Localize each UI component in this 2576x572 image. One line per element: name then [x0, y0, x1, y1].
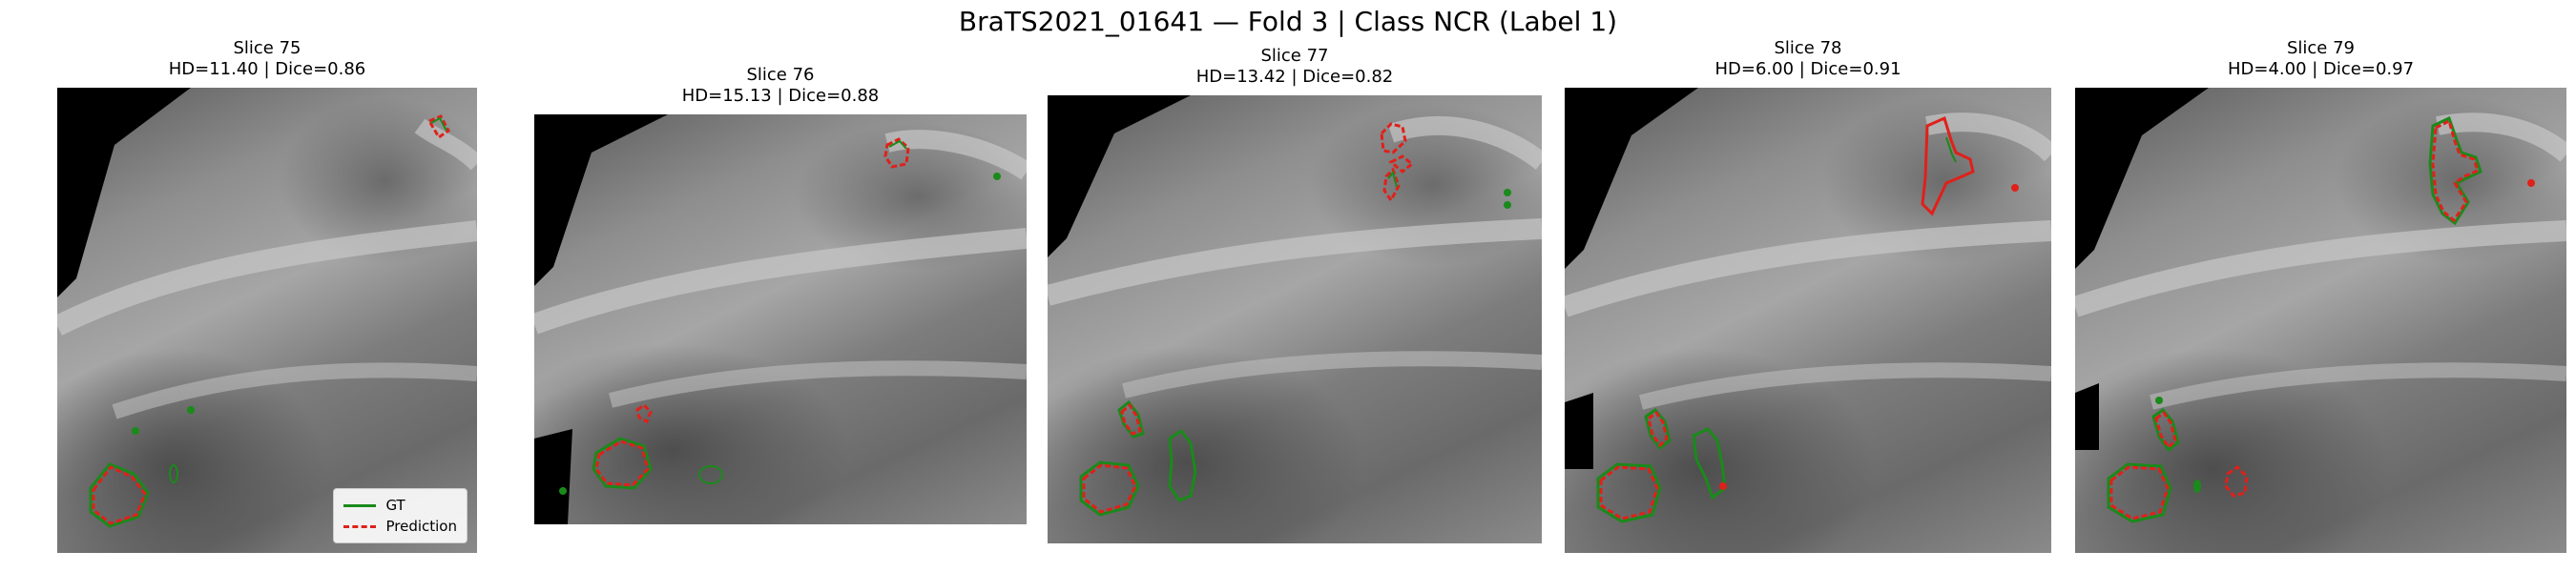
prediction-contour [635, 403, 653, 424]
metrics-label: HD=11.40 | Dice=0.86 [168, 59, 366, 79]
gt-contour [1644, 407, 1672, 451]
background-region [1565, 88, 1698, 269]
gt-contour [89, 462, 150, 528]
background-region [534, 429, 572, 524]
panel-title: Slice 79 HD=4.00 | Dice=0.97 [2075, 38, 2566, 80]
mri-image [2075, 88, 2566, 553]
legend-item-prediction: Prediction [343, 516, 457, 537]
background-region [1565, 393, 1593, 469]
gt-spot [2155, 397, 2163, 404]
background-region [57, 88, 191, 297]
prediction-contour [1921, 115, 1975, 216]
gt-contour [1079, 460, 1140, 517]
segmentation-overlay [534, 114, 1027, 524]
slice-panel-77: Slice 77 HD=13.42 | Dice=0.82 [1048, 46, 1542, 545]
prediction-contour [883, 137, 910, 169]
gt-contour [2151, 407, 2180, 453]
mri-image [534, 114, 1027, 524]
slice-label: Slice 79 [2286, 38, 2356, 58]
gt-contour [1596, 462, 1662, 523]
segmentation-overlay [2075, 88, 2566, 523]
prediction-contour [426, 114, 450, 140]
gt-spot [559, 487, 567, 495]
gt-contour [888, 139, 907, 150]
metrics-label: HD=15.13 | Dice=0.88 [681, 86, 880, 106]
slice-label: Slice 75 [233, 38, 301, 58]
panel-title: Slice 76 HD=15.13 | Dice=0.88 [534, 65, 1027, 107]
gt-contour [1168, 428, 1197, 502]
panel-title: Slice 77 HD=13.42 | Dice=0.82 [1048, 46, 1542, 88]
mri-image [1565, 88, 2051, 553]
prediction-contour [92, 465, 147, 525]
slice-panel-79: Slice 79 HD=4.00 | Dice=0.97 [2075, 38, 2566, 553]
prediction-contour [1599, 465, 1659, 521]
segmentation-overlay [1565, 88, 2051, 523]
mri-image: GT Prediction [57, 88, 477, 553]
slice-label: Slice 76 [746, 65, 815, 85]
prediction-contour [2109, 465, 2170, 521]
gt-spot [1504, 201, 1511, 209]
gt-spot [187, 406, 195, 414]
gt-contour [2107, 462, 2172, 523]
prediction-contour [1382, 167, 1401, 203]
background-region [534, 114, 668, 286]
gt-spot [132, 427, 139, 435]
gt-line-icon [343, 503, 377, 507]
background-region [2075, 383, 2099, 450]
metrics-label: HD=6.00 | Dice=0.91 [1714, 59, 1901, 79]
prediction-contour [1082, 463, 1137, 514]
slice-label: Slice 78 [1774, 38, 1842, 58]
gt-spot [169, 464, 178, 483]
prediction-spot [1719, 482, 1727, 490]
prediction-contour [594, 439, 650, 487]
prediction-spot [2011, 184, 2019, 192]
gt-spot [698, 465, 723, 484]
gt-contour [1117, 399, 1145, 439]
gt-contour [2428, 115, 2483, 226]
gt-contour [1945, 136, 1957, 163]
figure-title: BraTS2021_01641 — Fold 3 | Class NCR (La… [958, 6, 1618, 37]
prediction-contour [1647, 410, 1669, 448]
gt-spot [1504, 189, 1511, 196]
legend-prediction-label: Prediction [385, 518, 457, 535]
panel-title: Slice 78 HD=6.00 | Dice=0.91 [1565, 38, 2051, 80]
slice-panel-76: Slice 76 HD=15.13 | Dice=0.88 [534, 65, 1027, 528]
panel-title: Slice 75 HD=11.40 | Dice=0.86 [57, 38, 477, 80]
legend-gt-label: GT [385, 497, 405, 514]
slice-panel-78: Slice 78 HD=6.00 | Dice=0.91 [1565, 38, 2051, 553]
legend: GT Prediction [333, 488, 467, 543]
prediction-spot [2527, 179, 2535, 187]
gt-contour [430, 116, 447, 132]
metrics-label: HD=4.00 | Dice=0.97 [2227, 59, 2415, 79]
metrics-label: HD=13.42 | Dice=0.82 [1195, 67, 1394, 87]
background-region [2075, 88, 2209, 269]
legend-item-gt: GT [343, 495, 457, 516]
prediction-contour [1120, 402, 1142, 436]
gt-spot [993, 173, 1001, 180]
segmentation-overlay [1048, 95, 1542, 517]
prediction-contour [2154, 410, 2177, 450]
mri-image [1048, 95, 1542, 543]
gt-spot [2193, 480, 2201, 493]
background-region [1048, 95, 1191, 257]
gt-contour [592, 437, 653, 490]
slice-panel-75: Slice 75 HD=11.40 | Dice=0.86 GT Predict… [57, 38, 477, 553]
prediction-contour [2431, 118, 2480, 223]
prediction-contour [1380, 122, 1407, 154]
segmentation-overlay [57, 88, 477, 528]
slice-label: Slice 77 [1260, 46, 1329, 66]
prediction-line-icon [343, 524, 377, 528]
gt-contour [1387, 170, 1398, 188]
prediction-contour [2224, 465, 2249, 498]
